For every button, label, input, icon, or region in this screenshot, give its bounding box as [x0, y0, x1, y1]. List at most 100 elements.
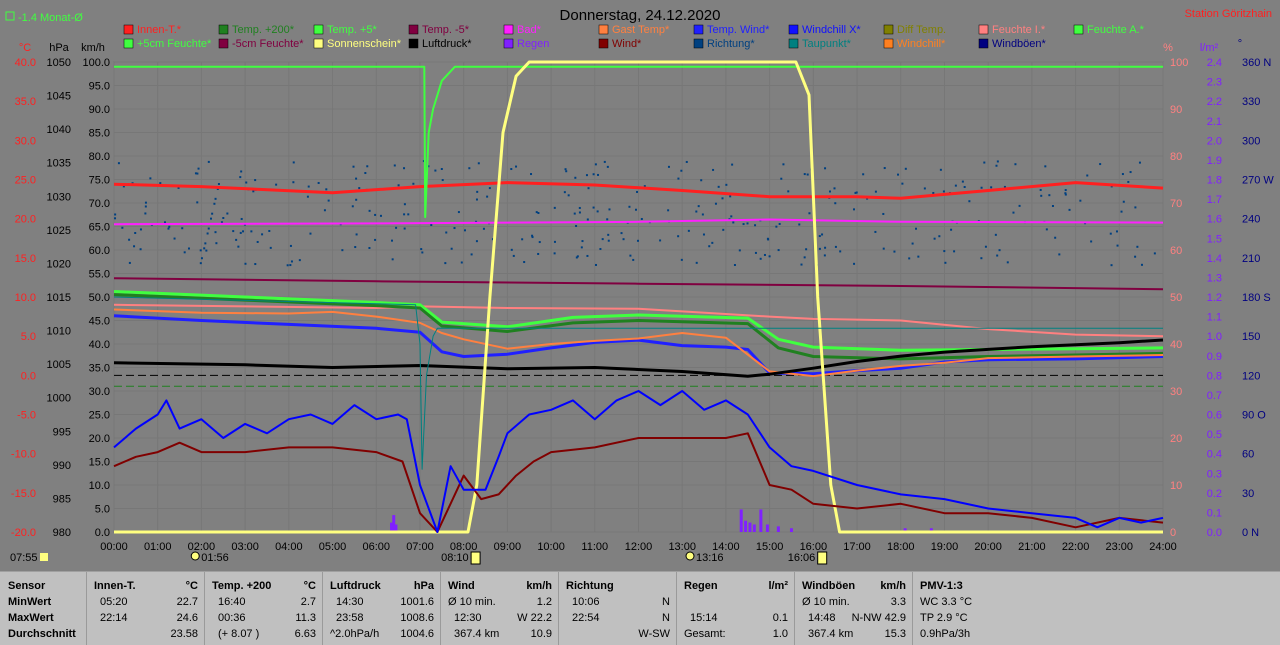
temp-tick-label: 10.0: [15, 292, 36, 304]
direction-point: [731, 163, 734, 166]
pct-tick-label: 0: [1170, 527, 1176, 539]
direction-point: [1045, 228, 1048, 231]
rain-tick-label: 1.6: [1207, 214, 1222, 226]
stats-header: Windböen: [802, 580, 856, 592]
direction-point: [640, 217, 643, 220]
pct-tick-label: 40: [1170, 339, 1182, 351]
direction-point: [374, 213, 377, 216]
x-tick-label: 20:00: [974, 541, 1002, 553]
stats-pmv: PMV-1:3 WC 3.3 °C TP 2.9 °C 0.9hPa/3h: [912, 572, 1112, 645]
legend-swatch: [408, 24, 419, 35]
rain-tick-label: 1.0: [1207, 331, 1222, 343]
direction-point: [862, 173, 865, 176]
direction-point: [482, 227, 485, 230]
stats-row-label: MaxWert: [8, 612, 54, 624]
direction-point: [984, 245, 987, 248]
direction-point: [254, 179, 257, 182]
direction-point: [292, 181, 295, 184]
direction-point: [608, 208, 611, 211]
direction-point: [403, 203, 406, 206]
legend-label: Diff Temp.: [897, 24, 946, 36]
stats-value: 1008.6: [400, 612, 434, 624]
direction-point: [717, 185, 720, 188]
direction-point: [134, 232, 137, 235]
rain-tick-label: 1.1: [1207, 312, 1222, 324]
direction-point: [1153, 252, 1156, 255]
direction-point: [680, 169, 683, 172]
direction-point: [998, 249, 1001, 252]
dir-tick-label: 300: [1242, 135, 1260, 147]
direction-point: [133, 245, 136, 248]
direction-point: [1109, 232, 1112, 235]
stats-value: 1.2: [536, 596, 552, 608]
direction-point: [242, 230, 245, 233]
stats-header: Regen: [684, 580, 718, 592]
direction-point: [475, 240, 478, 243]
direction-point: [961, 180, 964, 183]
legend-label: Regen: [517, 38, 549, 50]
direction-point: [711, 241, 714, 244]
direction-point: [144, 201, 147, 204]
stats-time: Ø 10 min.: [802, 596, 850, 608]
direction-point: [901, 182, 904, 185]
direction-point: [163, 221, 166, 224]
temp-tick-label: -10.0: [11, 449, 36, 461]
x-tick-label: 04:00: [275, 541, 303, 553]
temp-tick-label: -5.0: [17, 410, 36, 422]
direction-point: [214, 197, 217, 200]
statistics-table: Sensor MinWert MaxWert Durchschnitt Inne…: [0, 571, 1280, 645]
pct-tick-label: 50: [1170, 292, 1182, 304]
direction-point: [599, 248, 602, 251]
stats-time: ^2.0hPa/h: [330, 628, 380, 640]
stats-innen: Innen-T. °C 05:20 22.7 22:14 24.6 23.58: [86, 572, 205, 645]
speed-tick-label: 0.0: [95, 527, 110, 539]
temp-tick-label: 0.0: [21, 370, 36, 382]
rain-bar: [390, 522, 394, 532]
direction-point: [563, 191, 566, 194]
direction-point: [444, 262, 447, 265]
direction-point: [207, 160, 210, 163]
stats-value: 2.7: [300, 596, 316, 608]
legend-swatch: [978, 24, 989, 35]
speed-tick-label: 75.0: [89, 175, 110, 187]
direction-point: [523, 261, 526, 264]
stats-time: 14:30: [336, 596, 364, 608]
direction-point: [268, 229, 271, 232]
direction-point: [553, 206, 556, 209]
direction-point: [754, 251, 757, 254]
dir-tick-label: 270 W: [1242, 175, 1274, 187]
stats-header: PMV-1:3: [920, 580, 963, 592]
direction-point: [996, 160, 999, 163]
direction-point: [309, 232, 312, 235]
series-line: [113, 432, 1164, 533]
direction-point: [587, 187, 590, 190]
direction-point: [592, 173, 595, 176]
direction-point: [586, 254, 589, 257]
direction-point: [594, 263, 597, 266]
dir-tick-label: 60: [1242, 449, 1254, 461]
legend-label: Windchill*: [897, 38, 946, 50]
direction-point: [911, 242, 914, 245]
direction-point: [1140, 263, 1143, 266]
temp-tick-label: 20.0: [15, 214, 36, 226]
dir-tick-label: 120: [1242, 370, 1260, 382]
direction-point: [210, 217, 213, 220]
rain-bar: [776, 526, 780, 532]
direction-point: [576, 255, 579, 258]
direction-point: [700, 179, 703, 182]
direction-point: [805, 248, 808, 251]
sun-icon: [40, 553, 48, 561]
direction-point: [592, 206, 595, 209]
dir-tick-label: 180 S: [1242, 292, 1271, 304]
x-tick-label: 09:00: [494, 541, 522, 553]
direction-point: [893, 250, 896, 253]
legend-swatch: [693, 24, 704, 35]
x-tick-label: 15:00: [756, 541, 784, 553]
x-tick-label: 01:00: [144, 541, 172, 553]
direction-point: [117, 162, 120, 165]
direction-point: [510, 168, 513, 171]
time-marker-label: 07:55: [10, 552, 38, 564]
speed-tick-label: 5.0: [95, 504, 110, 516]
direction-point: [1048, 194, 1051, 197]
direction-point: [680, 258, 683, 261]
